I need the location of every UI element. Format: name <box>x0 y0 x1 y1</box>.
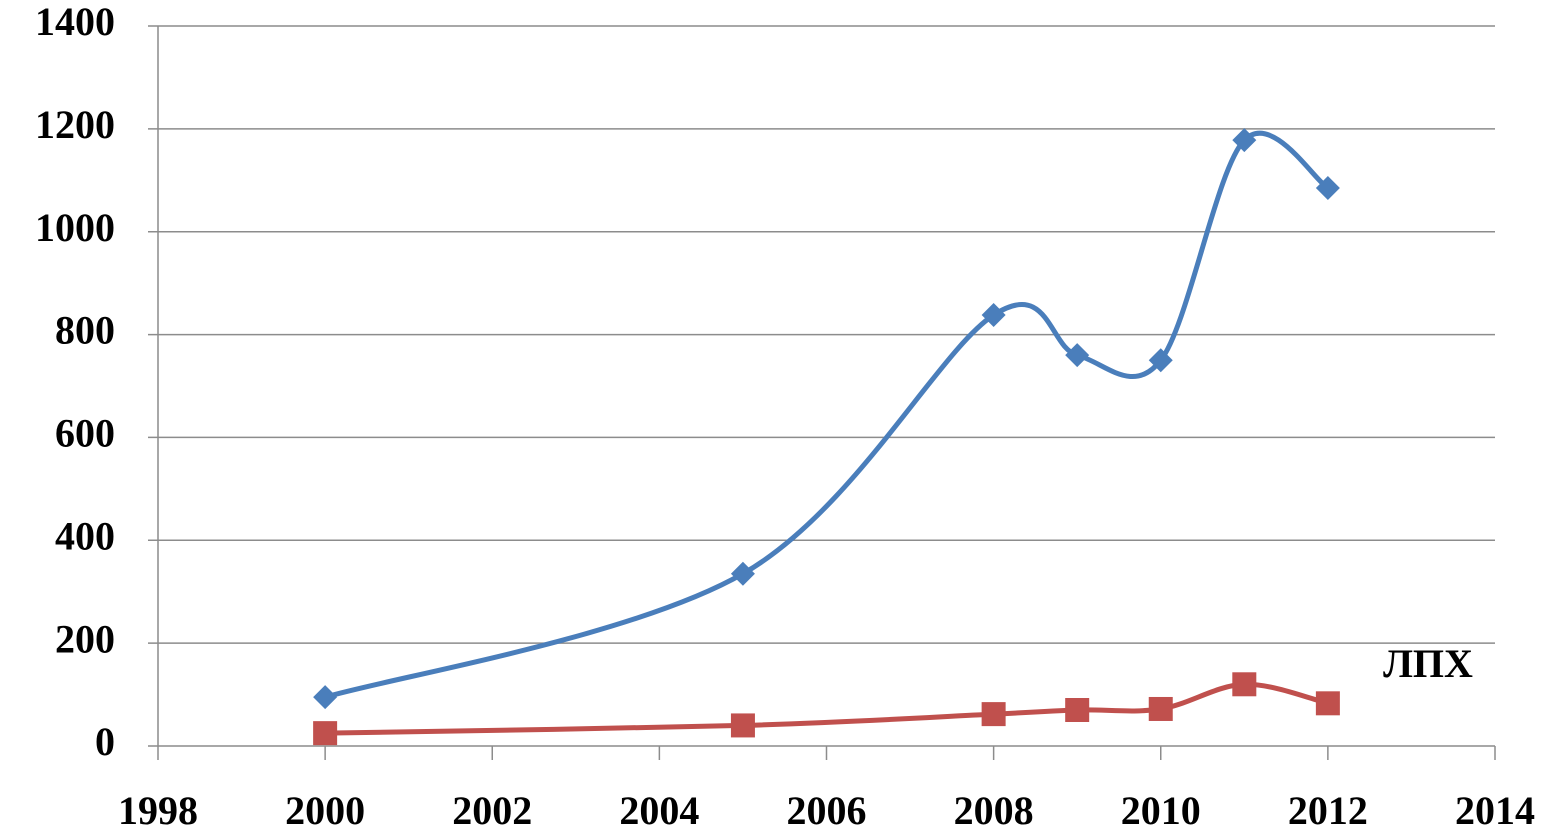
y-tick-label: 800 <box>55 308 115 353</box>
y-tick-label: 400 <box>55 513 115 558</box>
x-tick-label: 2012 <box>1288 788 1368 833</box>
marker <box>1148 348 1173 373</box>
x-tick-label: 2006 <box>787 788 867 833</box>
y-tick-label: 600 <box>55 411 115 456</box>
marker <box>1232 672 1257 697</box>
series-label: ЛПХ <box>1383 641 1473 686</box>
x-tick-label: 2008 <box>954 788 1034 833</box>
marker <box>1065 343 1090 368</box>
marker <box>1232 128 1257 153</box>
x-tick-label: 2010 <box>1121 788 1201 833</box>
marker <box>1315 691 1340 716</box>
x-tick-label: 2000 <box>285 788 365 833</box>
marker <box>1148 696 1173 721</box>
marker <box>981 303 1006 328</box>
x-tick-label: 2014 <box>1455 788 1535 833</box>
marker <box>313 721 338 746</box>
marker <box>1065 698 1090 722</box>
marker <box>730 713 755 738</box>
marker <box>1315 176 1340 200</box>
y-tick-label: 200 <box>55 616 115 661</box>
y-tick-label: 1200 <box>35 102 115 147</box>
series-line <box>325 681 1329 736</box>
x-tick-label: 2004 <box>619 788 699 833</box>
x-tick-label: 2002 <box>452 788 532 833</box>
y-tick-label: 1400 <box>35 0 115 44</box>
y-tick-label: 0 <box>95 719 115 764</box>
x-tick-label: 1998 <box>118 788 198 833</box>
y-tick-label: 1000 <box>35 205 115 250</box>
marker <box>730 561 755 586</box>
marker <box>981 702 1006 727</box>
marker <box>313 685 338 710</box>
series-line <box>324 130 1330 700</box>
